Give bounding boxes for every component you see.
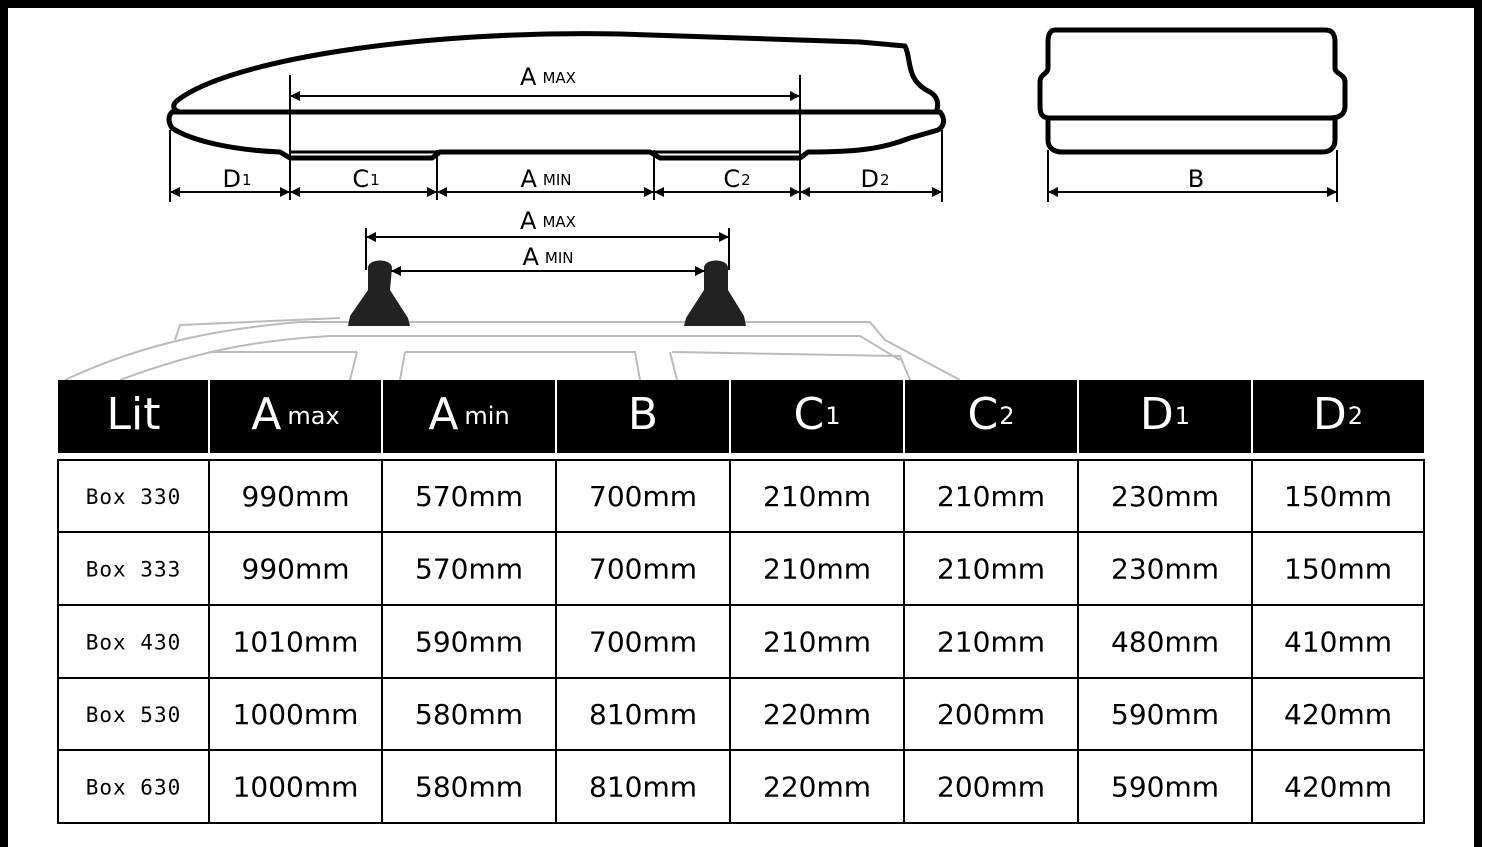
column-header: C2 [967,389,1014,440]
table-cell: 580mm [415,771,523,804]
table-cell: 200mm [937,698,1045,731]
label-sub: MIN [545,249,574,267]
label-main: A [520,207,537,235]
dimension-label: D2 [860,165,889,193]
table-border [57,459,1425,824]
table-cell: 590mm [1111,698,1219,731]
label-main: A [428,389,458,440]
label-sub: 1 [370,171,380,189]
table-cell: 210mm [937,626,1045,659]
table-cell: 570mm [415,480,523,513]
table-cell: 810mm [589,698,697,731]
label-sub: MAX [542,213,575,231]
column-header: C1 [793,389,840,440]
table-cell: 990mm [242,553,350,586]
table-cell: 480mm [1111,626,1219,659]
label-main: C [352,165,369,193]
rack-feet [348,260,746,326]
label-sub: 2 [741,171,751,189]
column-header: D1 [1140,389,1190,440]
row-label: Box 530 [86,703,182,727]
header-background [58,380,1424,453]
table-cell: 420mm [1284,771,1392,804]
label-main: C [723,165,740,193]
label-main: A [251,389,281,440]
label-main: A [520,165,537,193]
column-header: D2 [1313,389,1363,440]
dimension-label: D1 [222,165,251,193]
label-sub: MAX [542,69,575,87]
label-main: A [520,63,537,91]
row-label: Box 333 [86,558,182,582]
table-cell: 810mm [589,771,697,804]
label-sub: 1 [825,402,840,430]
label-sub: min [464,402,509,430]
table-cell: 230mm [1111,480,1219,513]
label-main: D [860,165,878,193]
table-cell: 150mm [1284,480,1392,513]
label-main: D [222,165,240,193]
table-cell: 200mm [937,771,1045,804]
row-label: Box 330 [86,485,182,509]
table-cell: 1000mm [233,698,359,731]
label-sub: 2 [999,402,1014,430]
table-cell: 570mm [415,553,523,586]
dimension-label: A MIN [520,165,571,193]
dimension-label: A MIN [522,243,573,271]
table-cell: 580mm [415,698,523,731]
table-cell: 230mm [1111,553,1219,586]
label-sub: 1 [242,171,252,189]
table-cell: 210mm [763,553,871,586]
table-cell: 210mm [763,480,871,513]
column-header: Lit [107,389,161,440]
car-outline [64,317,961,381]
table-cell: 1010mm [233,626,359,659]
label-sub: 2 [880,171,890,189]
dimension-label: C2 [723,165,750,193]
dimension-label: A MAX [520,63,576,91]
label-main: C [967,389,998,440]
table-cell: 210mm [937,480,1045,513]
dimension-label: A MAX [520,207,576,235]
dimension-lines [169,75,1338,272]
label-sub: max [287,402,339,430]
dimension-label: B [1188,165,1204,193]
row-label: Box 430 [86,631,182,655]
table-cell: 420mm [1284,698,1392,731]
table-cell: 220mm [763,771,871,804]
label-main: C [793,389,824,440]
label-main: D [1140,389,1174,440]
label-sub: 2 [1348,402,1363,430]
table-cell: 990mm [242,480,350,513]
table-cell: 700mm [589,553,697,586]
table-cell: 150mm [1284,553,1392,586]
table-cell: 1000mm [233,771,359,804]
column-header: B [628,389,658,440]
table-cell: 590mm [415,626,523,659]
roof-box-front [1037,27,1348,155]
table-cell: 210mm [937,553,1045,586]
table-cell: 700mm [589,626,697,659]
row-label: Box 630 [86,776,182,800]
table-cell: 590mm [1111,771,1219,804]
table-cell: 210mm [763,626,871,659]
label-sub: MIN [543,171,572,189]
label-main: D [1313,389,1347,440]
label-main: A [522,243,539,271]
table-cell: 220mm [763,698,871,731]
dimension-label: C1 [352,165,379,193]
table-cell: 410mm [1284,626,1392,659]
table-cell: 700mm [589,480,697,513]
label-sub: 1 [1175,402,1190,430]
